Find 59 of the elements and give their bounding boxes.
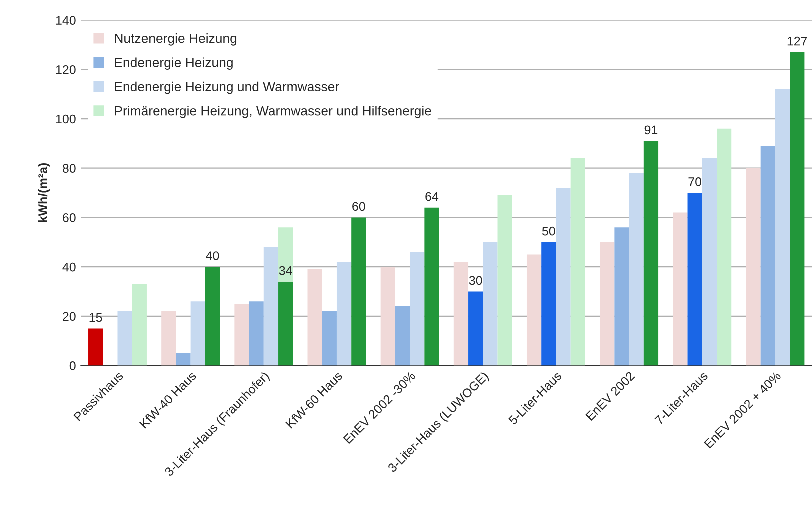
bar — [395, 306, 410, 366]
bar — [454, 262, 469, 366]
bar — [264, 247, 279, 366]
bar — [775, 89, 790, 366]
y-tick-label: 100 — [56, 114, 76, 124]
data-label: 40 — [206, 252, 220, 260]
bar — [88, 328, 104, 366]
bar — [542, 242, 556, 366]
legend-label: Primärenergie Heizung, Warmwasser und Hilfsenergie — [115, 106, 432, 118]
data-label: 50 — [542, 226, 556, 236]
bar — [278, 228, 294, 282]
bar — [468, 292, 484, 366]
bar — [249, 302, 264, 366]
data-label: 127 — [788, 36, 808, 46]
data-label: 70 — [688, 178, 702, 186]
y-tick-label: 80 — [62, 164, 76, 174]
bar — [322, 311, 337, 366]
bar — [746, 168, 761, 366]
data-label: 64 — [426, 192, 439, 202]
y-tick-label: 120 — [56, 65, 76, 74]
bar — [380, 267, 396, 366]
y-tick-label: 0 — [70, 362, 76, 370]
y-axis-title: kWh/(m²a) — [38, 163, 50, 222]
legend-label: Endenergie Heizung und Warmwasser — [115, 82, 340, 94]
bar — [483, 242, 498, 366]
bar — [352, 218, 366, 366]
bar — [308, 270, 322, 366]
bar — [526, 254, 542, 366]
bar — [673, 212, 688, 366]
data-label: 15 — [90, 313, 102, 322]
y-tick-label: 140 — [56, 16, 76, 25]
data-label: 60 — [352, 202, 366, 212]
y-tick-label: 20 — [63, 312, 76, 322]
bar — [278, 282, 294, 366]
data-label: 91 — [644, 126, 658, 135]
bar — [410, 252, 425, 366]
bar — [424, 208, 440, 366]
bar — [190, 302, 206, 366]
legend-label: Endenergie Heizung — [115, 58, 233, 70]
legend-label: Nutzenergie Heizung — [115, 34, 237, 46]
bar — [234, 304, 250, 366]
bar — [176, 353, 191, 366]
y-tick-label: 60 — [63, 214, 76, 222]
bar — [702, 158, 717, 366]
bar — [644, 141, 659, 366]
bar — [760, 146, 776, 366]
bar — [556, 188, 571, 366]
bar — [205, 267, 220, 366]
bar — [600, 242, 615, 366]
data-label: 34 — [279, 266, 292, 276]
bar — [118, 311, 132, 366]
bar — [629, 173, 644, 366]
bar — [614, 228, 630, 366]
bar — [336, 262, 352, 366]
bar — [162, 311, 176, 366]
bar — [688, 193, 702, 366]
y-tick-label: 40 — [62, 262, 76, 272]
data-label: 30 — [469, 276, 482, 286]
bar — [790, 52, 805, 366]
